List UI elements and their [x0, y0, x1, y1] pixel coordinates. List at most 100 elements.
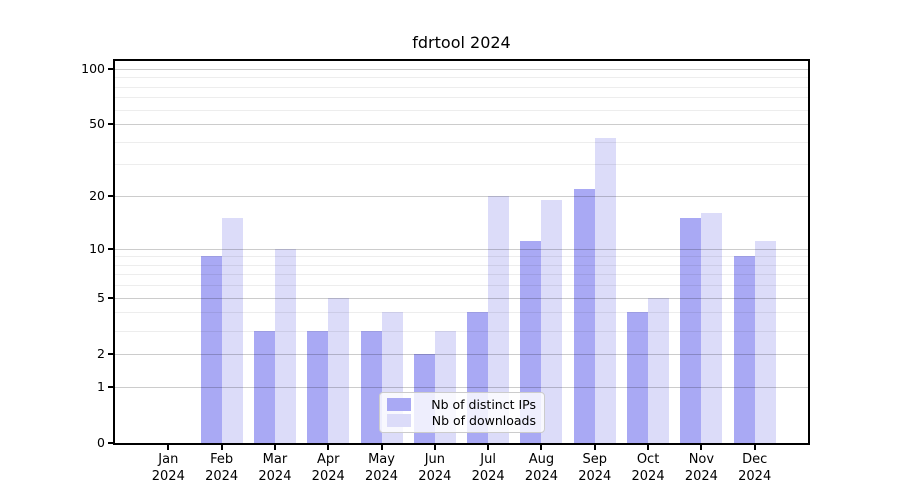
- x-tick-month: Nov: [688, 452, 715, 467]
- x-tick-label-jun: Jun 2024: [403, 451, 467, 485]
- bar-downloads-aug: [541, 200, 563, 443]
- gridline-minor-30: [115, 164, 808, 166]
- x-tick-mark-may: [380, 445, 383, 450]
- bar-downloads-nov: [701, 213, 723, 443]
- gridline-minor-40: [115, 141, 808, 143]
- gridline-major-2: [115, 353, 808, 355]
- x-tick-month: Jun: [424, 452, 445, 467]
- bar-distinct-ips-dec: [733, 256, 755, 443]
- x-tick-mark-sep: [593, 445, 596, 450]
- bar-distinct-ips-oct: [627, 312, 649, 443]
- x-tick-month: Oct: [636, 452, 660, 467]
- x-tick-mark-dec: [753, 445, 756, 450]
- y-tick-mark-5: [108, 296, 113, 299]
- bar-distinct-ips-sep: [573, 188, 595, 443]
- bar-downloads-sep: [594, 137, 616, 443]
- x-tick-label-sep: Sep 2024: [563, 451, 627, 485]
- y-tick-label-0: 0: [97, 435, 105, 450]
- x-tick-label-jan: Jan 2024: [136, 451, 200, 485]
- legend-item-distinct-ips: Nb of distinct IPs: [387, 397, 536, 412]
- gridline-minor-7: [115, 274, 808, 276]
- x-tick-label-feb: Feb 2024: [190, 451, 254, 485]
- legend-label-downloads: Nb of downloads: [431, 413, 536, 428]
- x-tick-label-oct: Oct 2024: [616, 451, 680, 485]
- x-tick-month: Jul: [480, 452, 496, 467]
- plot-area: [113, 59, 810, 445]
- x-tick-year: 2024: [258, 469, 292, 484]
- x-tick-year: 2024: [738, 469, 772, 484]
- bar-distinct-ips-mar: [253, 330, 275, 443]
- y-tick-label-50: 50: [89, 116, 105, 132]
- bar-distinct-ips-may: [360, 330, 382, 443]
- x-tick-label-dec: Dec 2024: [723, 451, 787, 485]
- y-tick-label-10: 10: [89, 240, 105, 256]
- y-tick-label-1: 1: [97, 378, 105, 394]
- legend-label-distinct-ips: Nb of distinct IPs: [431, 397, 536, 412]
- x-tick-month: Dec: [742, 452, 768, 467]
- legend-item-downloads: Nb of downloads: [387, 413, 536, 428]
- gridline-minor-4: [115, 312, 808, 314]
- gridline-minor-6: [115, 285, 808, 287]
- x-tick-year: 2024: [151, 469, 185, 484]
- x-tick-year: 2024: [684, 469, 718, 484]
- x-tick-label-may: May 2024: [350, 451, 414, 485]
- x-tick-year: 2024: [631, 469, 665, 484]
- x-tick-year: 2024: [471, 469, 505, 484]
- gridline-major-20: [115, 196, 808, 198]
- gridline-minor-90: [115, 77, 808, 79]
- x-tick-mark-nov: [700, 445, 703, 450]
- bar-downloads-apr: [328, 297, 350, 443]
- x-tick-label-mar: Mar 2024: [243, 451, 307, 485]
- y-tick-mark-10: [108, 247, 113, 250]
- x-tick-year: 2024: [418, 469, 452, 484]
- y-tick-mark-100: [108, 67, 113, 70]
- gridline-minor-60: [115, 109, 808, 111]
- x-tick-month: Aug: [528, 452, 555, 467]
- y-tick-mark-1: [108, 385, 113, 388]
- x-tick-label-apr: Apr 2024: [296, 451, 360, 485]
- x-tick-year: 2024: [205, 469, 239, 484]
- gridline-minor-9: [115, 256, 808, 258]
- x-tick-mark-mar: [273, 445, 276, 450]
- x-tick-month: Sep: [582, 452, 608, 467]
- gridline-minor-3: [115, 330, 808, 332]
- x-tick-year: 2024: [524, 469, 558, 484]
- bar-distinct-ips-nov: [680, 218, 702, 443]
- legend-swatch-downloads: [387, 414, 411, 427]
- legend: Nb of distinct IPs Nb of downloads: [379, 392, 545, 433]
- gridline-major-100: [115, 68, 808, 70]
- y-tick-label-100: 100: [81, 60, 105, 76]
- grid-layer: [115, 61, 808, 443]
- gridline-minor-8: [115, 264, 808, 266]
- y-tick-label-2: 2: [97, 345, 105, 361]
- x-tick-label-nov: Nov 2024: [669, 451, 733, 485]
- x-tick-month: May: [368, 452, 395, 467]
- x-tick-mark-jan: [167, 445, 170, 450]
- gridline-major-10: [115, 248, 808, 250]
- chart-title: fdrtool 2024: [412, 33, 511, 52]
- bar-downloads-feb: [221, 218, 243, 443]
- gridline-major-50: [115, 124, 808, 126]
- x-tick-mark-feb: [220, 445, 223, 450]
- y-tick-mark-2: [108, 352, 113, 355]
- bar-downloads-mar: [274, 248, 296, 443]
- x-tick-year: 2024: [364, 469, 399, 484]
- x-tick-year: 2024: [578, 469, 612, 484]
- bar-downloads-jul: [488, 196, 510, 443]
- x-tick-mark-jun: [433, 445, 436, 450]
- x-tick-label-aug: Aug 2024: [509, 451, 573, 485]
- bar-downloads-dec: [754, 241, 776, 443]
- bar-distinct-ips-feb: [200, 256, 222, 443]
- x-tick-month: Apr: [316, 452, 340, 467]
- gridline-minor-70: [115, 97, 808, 99]
- bar-distinct-ips-apr: [307, 330, 329, 443]
- x-tick-label-jul: Jul 2024: [456, 451, 520, 485]
- gridline-minor-80: [115, 86, 808, 88]
- x-tick-month: Jan: [158, 452, 179, 467]
- y-tick-mark-50: [108, 123, 113, 126]
- x-tick-mark-apr: [327, 445, 330, 450]
- x-tick-month: Mar: [262, 452, 288, 467]
- y-tick-mark-20: [108, 195, 113, 198]
- x-tick-mark-oct: [647, 445, 650, 450]
